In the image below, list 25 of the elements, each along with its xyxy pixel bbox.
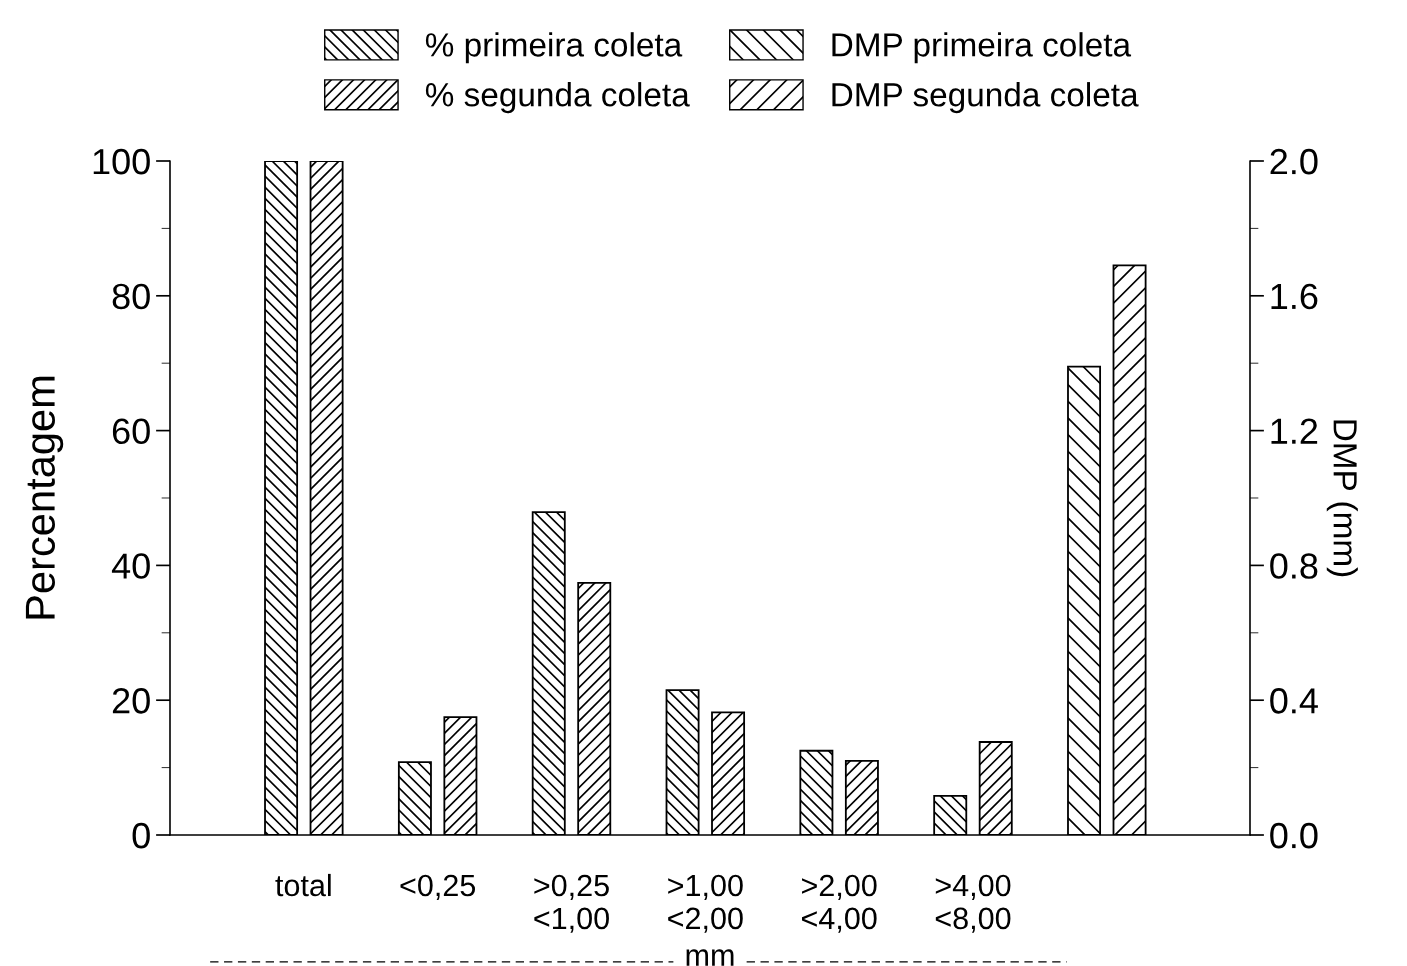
y2-tick-label: 1.6 <box>1271 283 1318 310</box>
x-axis-title: mm <box>686 949 734 966</box>
y2-axis-title: DMP (mm) <box>1326 420 1358 577</box>
x-tick-label: >4,00 <8,00 <box>935 874 1011 933</box>
y-tick-label: 60 <box>112 418 150 445</box>
y-axis-title: Percentagem <box>25 376 64 619</box>
y2-tick-label: 0.0 <box>1270 822 1318 849</box>
legend-label: % segunda coleta <box>425 82 690 114</box>
y2-tick-label: 0.8 <box>1270 553 1318 579</box>
y-tick-label: 40 <box>111 553 150 579</box>
legend-label: DMP segunda coleta <box>832 82 1139 114</box>
y2-tick-label: 1.2 <box>1271 418 1318 444</box>
y-tick-label: 80 <box>112 283 150 310</box>
y-tick-label: 0 <box>132 822 150 849</box>
x-tick-label: >0,25 <1,00 <box>534 874 609 933</box>
x-tick-label: total <box>275 873 331 897</box>
legend-label: DMP primeira coleta <box>832 32 1132 64</box>
y-tick-label: 20 <box>112 688 150 714</box>
y2-tick-label: 2.0 <box>1270 148 1318 175</box>
y2-tick-label: 0.4 <box>1270 688 1318 714</box>
x-tick-label: <0,25 <box>400 874 476 900</box>
x-tick-label: >2,00 <4,00 <box>802 874 877 933</box>
y-tick-label: 100 <box>93 148 150 175</box>
x-tick-label: >1,00 <2,00 <box>668 874 743 933</box>
legend-label: % primeira coleta <box>425 32 683 64</box>
